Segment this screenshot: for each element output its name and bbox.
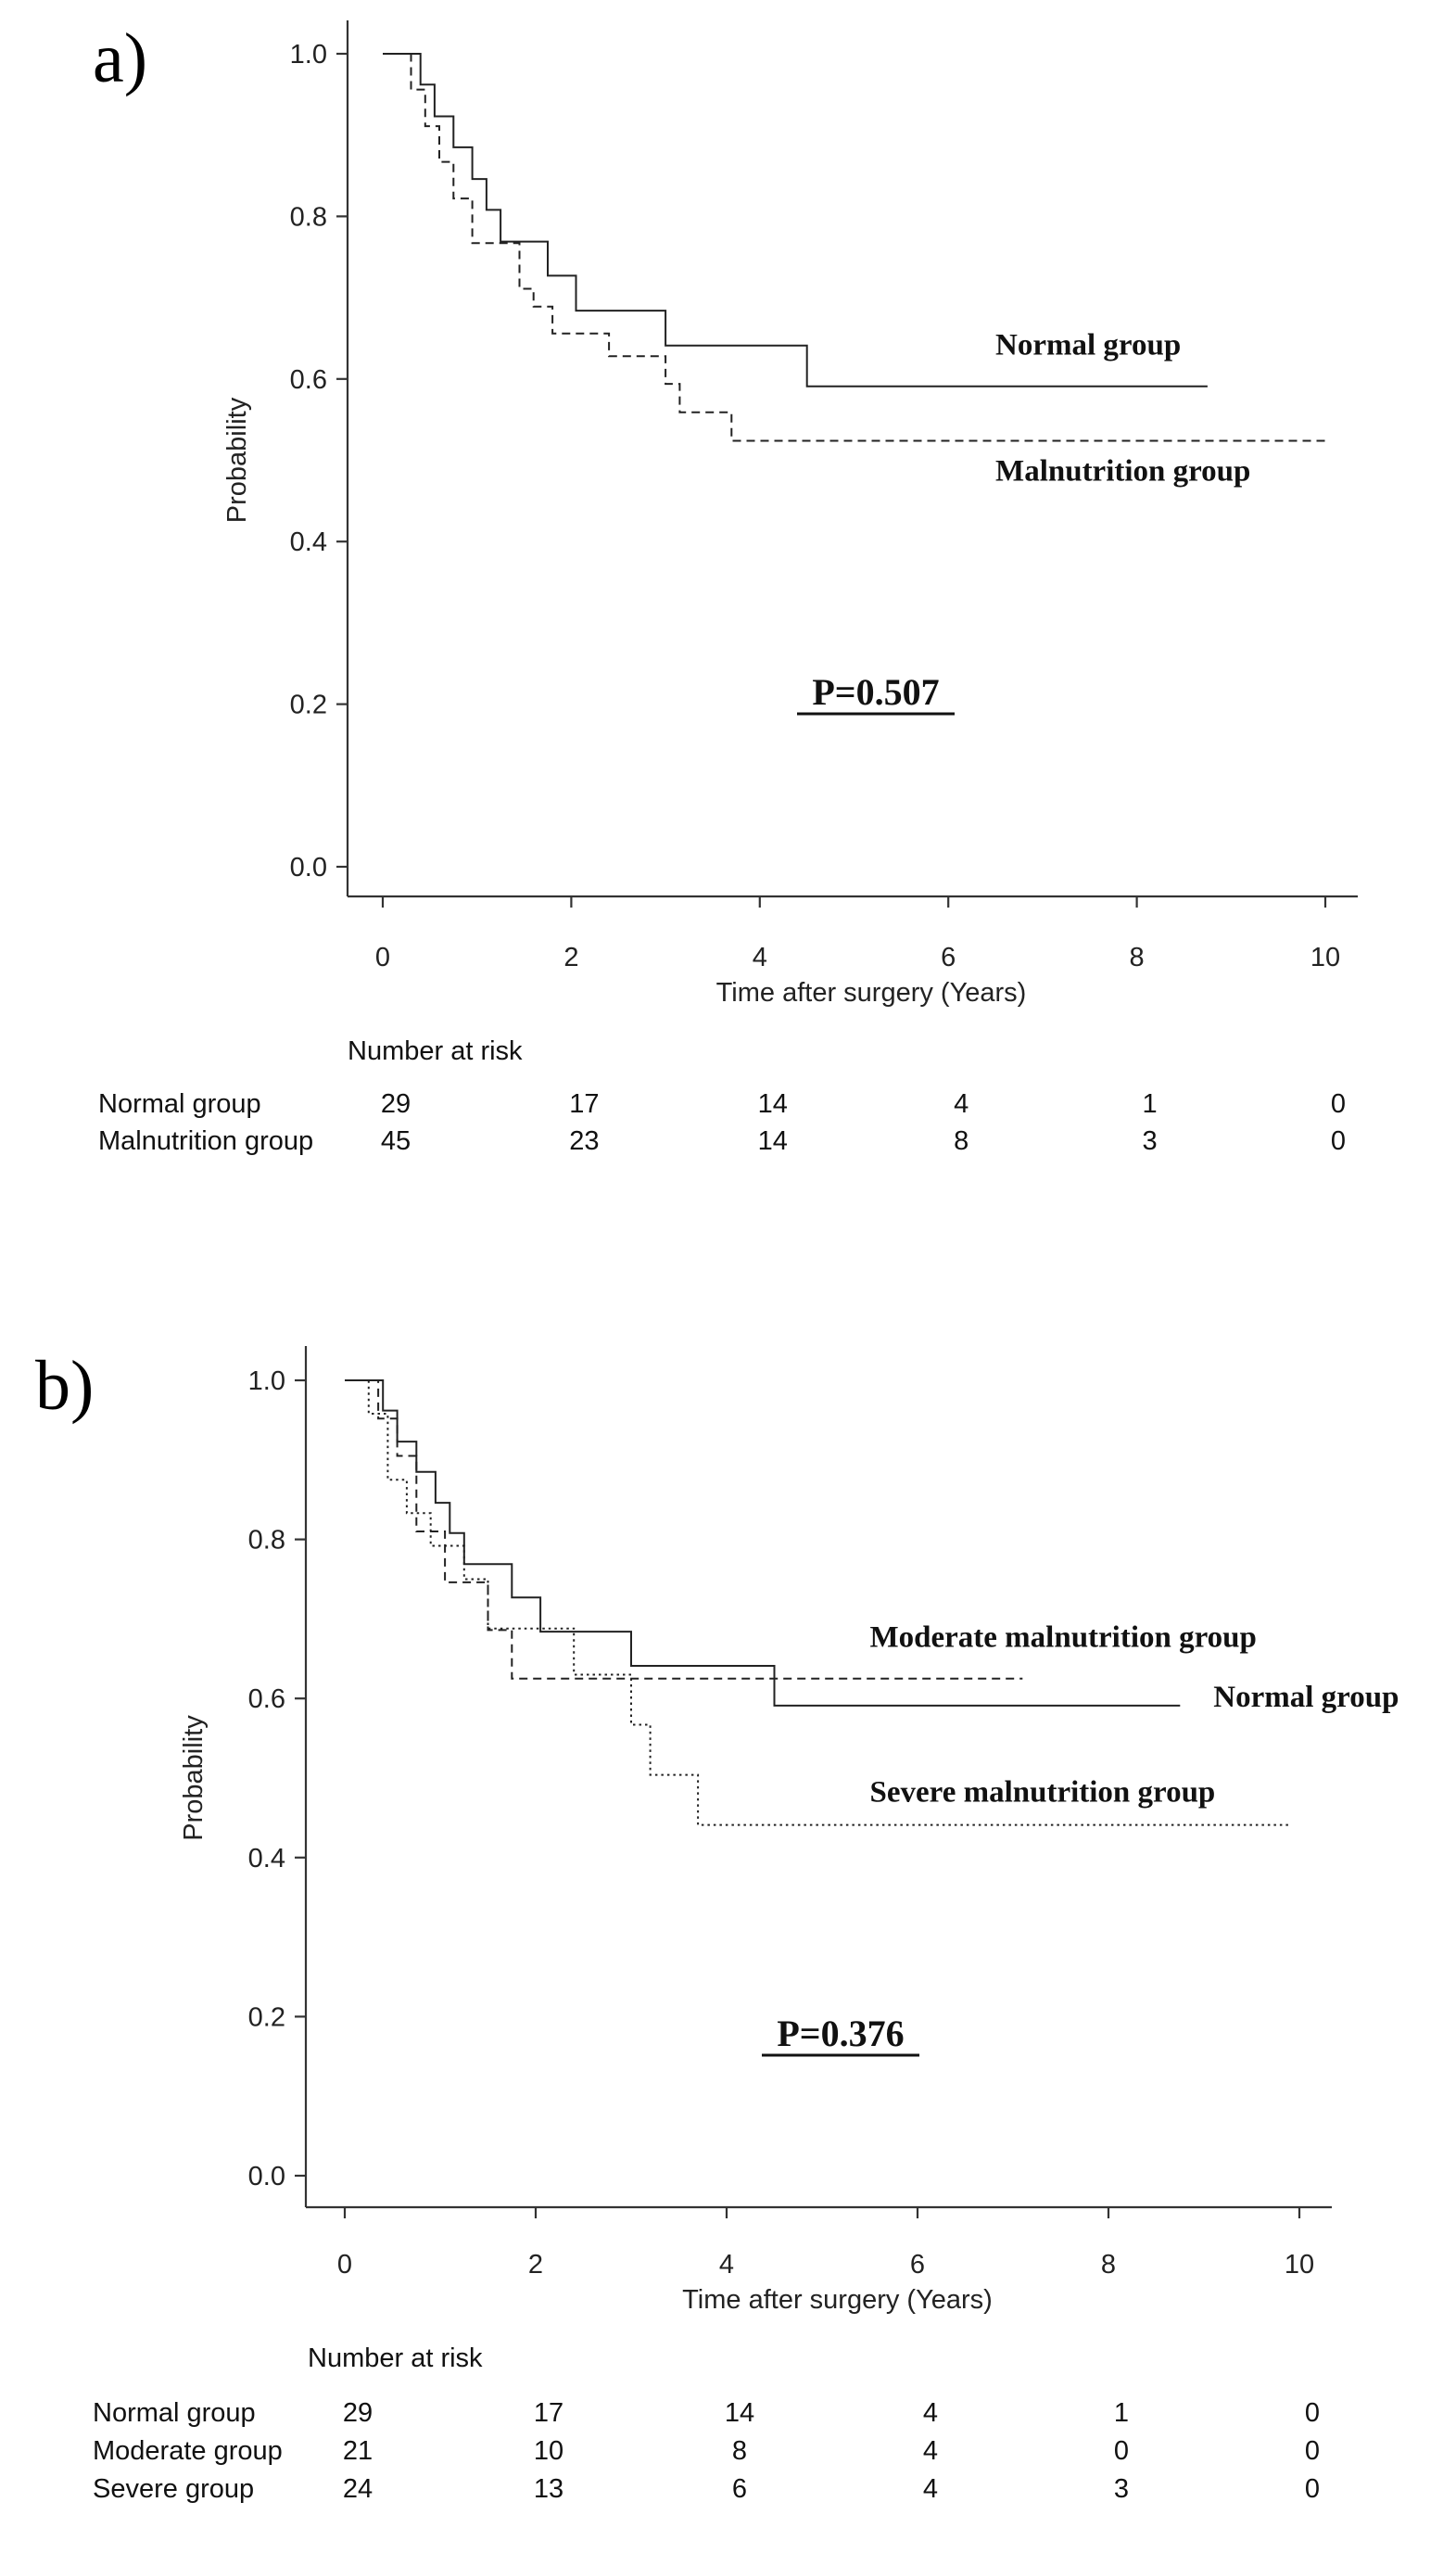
risk-cell: 4 [923,2436,938,2466]
panel-label: b) [35,1347,94,1425]
risk-row-label: Normal group [93,2398,256,2428]
x-axis-title: Time after surgery (Years) [682,2285,993,2315]
series-line-normal-group [383,53,1208,387]
risk-cell: 45 [381,1126,411,1156]
risk-cell: 1 [1143,1089,1158,1119]
y-tick-label: 0.0 [248,2162,285,2191]
risk-cell: 8 [732,2436,747,2466]
y-tick-label: 0.4 [248,1844,285,1873]
risk-cell: 14 [758,1089,788,1119]
risk-cell: 4 [923,2474,938,2504]
y-tick-label: 0.4 [290,527,327,557]
risk-cell: 23 [569,1126,599,1156]
risk-cell: 6 [732,2474,747,2504]
y-tick-label: 0.6 [290,365,327,395]
y-tick-label: 1.0 [290,40,327,70]
risk-cell: 14 [725,2398,754,2428]
x-axis-title: Time after surgery (Years) [716,978,1027,1008]
risk-cell: 17 [534,2398,563,2428]
risk-row-label: Malnutrition group [98,1126,313,1156]
risk-row-label: Severe group [93,2474,254,2504]
risk-cell: 0 [1331,1126,1346,1156]
risk-cell: 4 [954,1089,969,1119]
risk-cell: 3 [1114,2474,1129,2504]
x-tick-label: 0 [337,2250,352,2280]
x-tick-label: 0 [375,943,390,972]
risk-cell: 10 [534,2436,563,2466]
x-tick-label: 2 [528,2250,543,2280]
risk-cell: 8 [954,1126,969,1156]
y-tick-label: 0.8 [290,202,327,232]
y-tick-label: 0.0 [290,853,327,883]
x-tick-label: 8 [1101,2250,1116,2280]
risk-table-title: Number at risk [308,2343,483,2373]
p-value: P=0.376 [777,2013,904,2054]
risk-cell: 1 [1114,2398,1129,2428]
x-tick-label: 4 [719,2250,734,2280]
risk-cell: 14 [758,1126,788,1156]
panel-label: a) [93,19,147,97]
x-tick-label: 6 [910,2250,925,2280]
risk-cell: 17 [569,1089,599,1119]
risk-cell: 21 [343,2436,373,2466]
series-label: Moderate malnutrition group [870,1620,1257,1654]
risk-row-label: Normal group [98,1089,261,1119]
risk-cell: 24 [343,2474,373,2504]
risk-cell: 29 [343,2398,373,2428]
risk-cell: 0 [1114,2436,1129,2466]
p-value: P=0.507 [812,671,939,713]
risk-cell: 13 [534,2474,563,2504]
y-tick-label: 1.0 [248,1366,285,1396]
y-tick-label: 0.8 [248,1526,285,1556]
x-tick-label: 10 [1310,943,1340,972]
risk-cell: 0 [1305,2436,1320,2466]
series-line-severe-malnutrition-group [345,1379,1290,1826]
risk-cell: 0 [1331,1089,1346,1119]
series-label: Normal group [1213,1681,1399,1714]
y-axis-title: Probability [222,397,252,523]
risk-table-title: Number at risk [348,1036,523,1066]
risk-cell: 0 [1305,2398,1320,2428]
x-tick-label: 4 [753,943,767,972]
series-label: Normal group [995,328,1181,362]
y-axis-title: Probability [179,1715,209,1841]
risk-cell: 4 [923,2398,938,2428]
series-line-malnutrition-group [383,53,1325,442]
risk-cell: 29 [381,1089,411,1119]
series-label: Malnutrition group [995,454,1250,488]
risk-cell: 3 [1143,1126,1158,1156]
y-tick-label: 0.2 [248,2002,285,2032]
x-tick-label: 6 [941,943,956,972]
x-tick-label: 2 [563,943,578,972]
x-tick-label: 8 [1130,943,1145,972]
series-line-normal-group [345,1379,1181,1707]
risk-row-label: Moderate group [93,2436,283,2466]
x-tick-label: 10 [1285,2250,1314,2280]
y-tick-label: 0.2 [290,691,327,720]
series-label: Severe malnutrition group [870,1776,1216,1810]
y-tick-label: 0.6 [248,1684,285,1714]
risk-cell: 0 [1305,2474,1320,2504]
